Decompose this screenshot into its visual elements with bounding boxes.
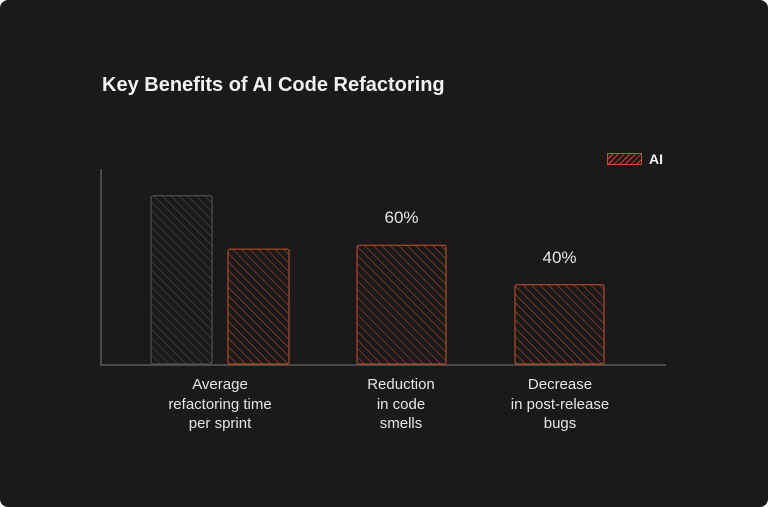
bar-ai-2 bbox=[514, 284, 605, 365]
chart-title: Key Benefits of AI Code Refactoring bbox=[102, 74, 445, 96]
category-label: Average refactoring time per sprint bbox=[168, 376, 272, 432]
category-label: Decrease in post-release bugs bbox=[510, 376, 610, 432]
bar-baseline-0 bbox=[150, 195, 213, 365]
data-label: 40% bbox=[542, 247, 577, 267]
legend: AI bbox=[607, 151, 663, 167]
category-label: Reduction in code smells bbox=[367, 376, 435, 432]
bar-ai-1 bbox=[356, 244, 447, 365]
bar-ai-0 bbox=[227, 248, 290, 365]
legend-swatch-ai bbox=[607, 153, 642, 165]
data-label: 60% bbox=[384, 208, 419, 228]
legend-label-ai: AI bbox=[649, 151, 663, 167]
